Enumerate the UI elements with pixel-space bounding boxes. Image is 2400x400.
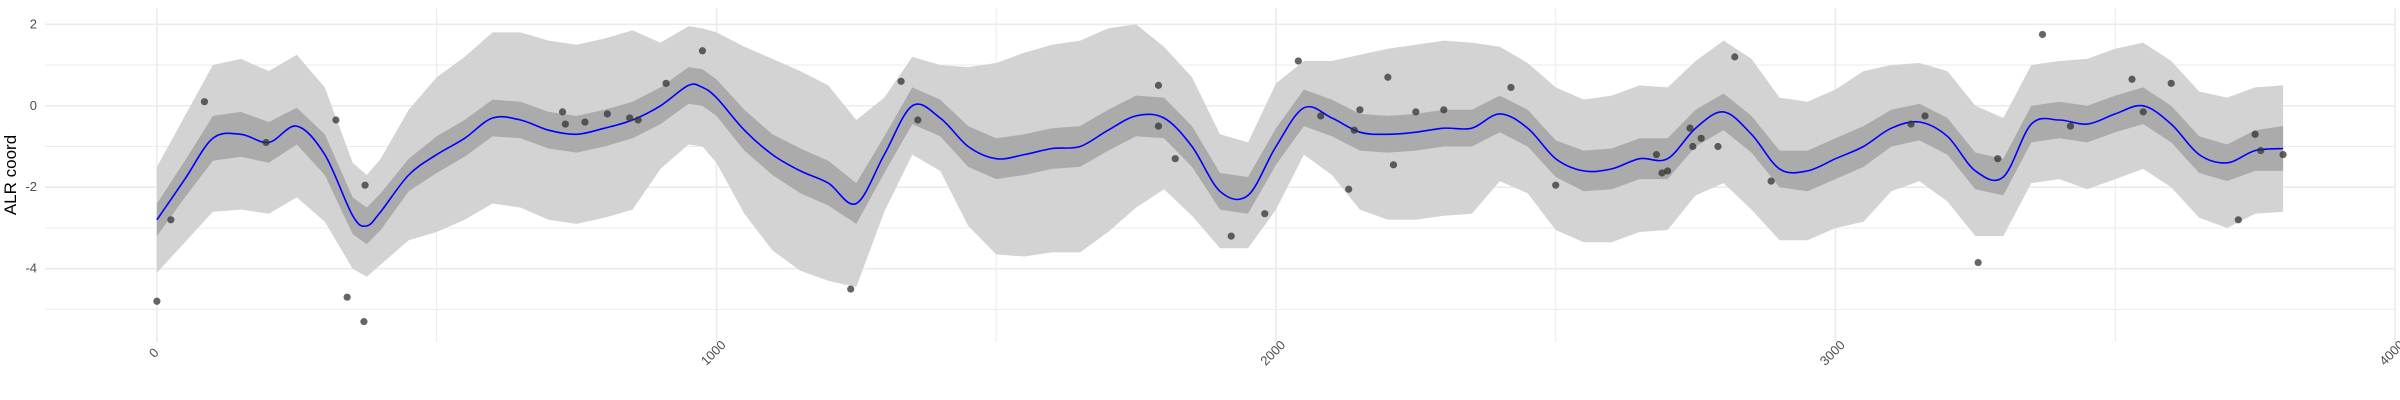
data-point (626, 114, 634, 122)
data-point (167, 216, 175, 224)
y-axis-ticks: -4 -2 0 2 (25, 16, 37, 275)
x-tick-label: 4000 (2376, 337, 2400, 368)
data-point (332, 116, 340, 124)
data-point (262, 138, 270, 147)
data-point (1440, 106, 1448, 114)
data-point (2038, 30, 2047, 39)
data-point (1350, 126, 1358, 134)
inner-confidence-band (156, 67, 2284, 245)
data-point (2139, 108, 2147, 116)
data-point (153, 297, 161, 305)
data-point (361, 181, 369, 189)
data-point (897, 77, 905, 85)
data-point (1552, 181, 1560, 189)
data-point (1384, 73, 1392, 81)
data-point (2167, 79, 2175, 87)
data-point (847, 285, 855, 293)
data-point (2251, 130, 2259, 138)
data-point (2257, 146, 2265, 155)
data-point (1171, 155, 1179, 163)
y-tick-label: 2 (30, 16, 37, 31)
data-point (1697, 134, 1705, 142)
y-tick-label: -2 (25, 179, 37, 194)
data-point (2279, 151, 2287, 159)
data-point (561, 120, 569, 128)
data-point (2066, 122, 2075, 130)
data-point (1731, 53, 1739, 61)
data-point (2128, 75, 2136, 83)
data-point (1921, 112, 1929, 120)
data-point (343, 293, 351, 301)
data-point (634, 116, 642, 124)
data-point (1689, 142, 1697, 151)
data-point (1154, 81, 1163, 89)
data-point (1261, 210, 1269, 218)
data-point (1356, 106, 1364, 114)
data-point (1974, 258, 1982, 267)
data-point (1907, 120, 1915, 128)
data-point (603, 110, 611, 118)
data-point (558, 108, 567, 116)
data-point (1227, 232, 1235, 240)
x-tick-label: 0 (146, 345, 162, 361)
data-point (1412, 108, 1420, 116)
data-point (1714, 142, 1722, 151)
data-point (1686, 124, 1694, 132)
data-point (1294, 57, 1302, 65)
x-tick-label: 3000 (1817, 337, 1848, 368)
data-point (662, 79, 670, 87)
data-point (1664, 167, 1672, 175)
data-point (360, 318, 368, 326)
data-point (1994, 155, 2002, 163)
fitted-line (156, 83, 2284, 228)
data-point (2234, 216, 2242, 224)
data-point (914, 116, 922, 124)
data-point (200, 98, 209, 106)
y-axis-title: ALR coord (1, 135, 20, 215)
x-axis-ticks: 0 1000 2000 3000 4000 (146, 337, 2400, 368)
data-point (581, 118, 589, 126)
y-tick-label: 0 (30, 98, 37, 113)
data-point (1507, 83, 1515, 92)
data-point (1389, 161, 1398, 169)
data-point (1767, 177, 1775, 185)
x-tick-label: 1000 (698, 337, 729, 368)
data-point (1154, 122, 1163, 130)
data-point (1652, 151, 1661, 159)
x-tick-label: 2000 (1257, 337, 1288, 368)
data-point (1345, 185, 1353, 193)
data-points (153, 30, 2287, 326)
y-tick-label: -4 (25, 261, 37, 276)
data-point (1317, 112, 1325, 120)
data-point (1658, 169, 1666, 177)
data-point (698, 47, 707, 55)
